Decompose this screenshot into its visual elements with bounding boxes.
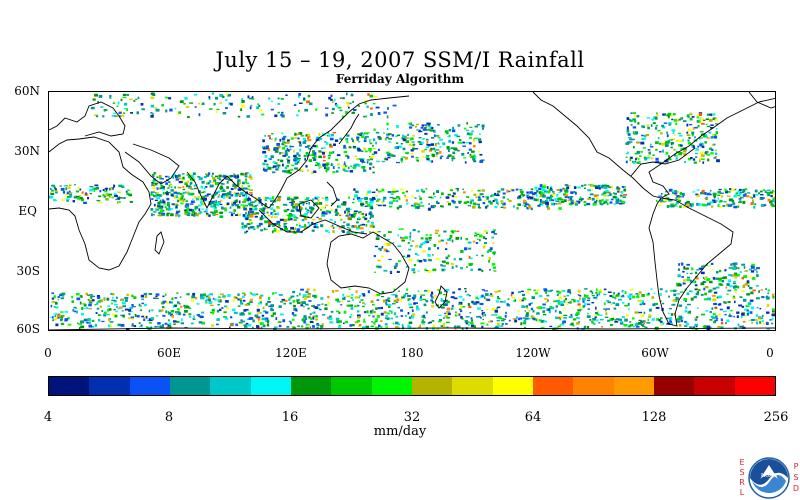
logo-letter-d: D — [792, 484, 800, 493]
indonesia-coastline — [258, 209, 368, 235]
colorbar-tick-256: 256 — [763, 410, 789, 425]
colorbar-swatch-13 — [573, 377, 614, 395]
europe-coastline — [49, 101, 126, 137]
rain-band-maritime-continent — [241, 196, 375, 235]
noaa-emblem-text: NOAA — [761, 473, 777, 479]
logo-letter-r: R — [739, 478, 745, 487]
colorbar-swatch-16 — [694, 377, 735, 395]
rain-band-north-atlantic-storm — [625, 112, 720, 165]
madagascar-coastline — [154, 231, 165, 255]
new-zealand-coastline — [434, 285, 448, 309]
map-subtitle: Ferriday Algorithm — [335, 72, 465, 86]
lat-label-60s: 60S — [16, 322, 41, 336]
colorbar-tick-32: 32 — [403, 410, 421, 425]
lat-label-30s: 30S — [16, 264, 41, 278]
rain-band-itcz-pacific — [352, 188, 569, 211]
rain-band-southern-ocean-2 — [291, 288, 775, 330]
esrl-psd-noaa-logo: E S R L NOAA P S D — [736, 454, 800, 500]
colorbar-swatch-0 — [49, 377, 90, 395]
lon-label-120e: 120E — [275, 346, 307, 360]
rain-band-east-asia-front — [262, 132, 375, 175]
colorbar-swatch-5 — [250, 377, 291, 395]
lon-label-0-west: 0 — [44, 346, 52, 360]
rain-band-southern-ocean-1 — [49, 292, 296, 330]
rain-band-itcz-atlantic — [655, 188, 775, 209]
asia-coastline — [226, 95, 410, 209]
gulf-coastline — [630, 147, 696, 177]
colorbar-swatch-14 — [613, 377, 654, 395]
rain-band-south-atlantic — [675, 262, 760, 291]
rain-band-itcz-east-pacific — [534, 184, 628, 206]
rain-band-spcz — [373, 228, 498, 274]
colorbar-swatch-9 — [411, 377, 453, 395]
map-panel — [48, 91, 776, 331]
colorbar-swatch-15 — [653, 377, 695, 395]
colorbar-units: mm/day — [373, 424, 427, 439]
lon-label-120w: 120W — [515, 346, 551, 360]
lon-label-60e: 60E — [156, 346, 182, 360]
logo-letter-s: S — [739, 468, 745, 477]
arabia-coastline — [124, 143, 180, 185]
lon-label-180: 180 — [400, 346, 424, 360]
logo-letter-s2: S — [793, 473, 799, 482]
colorbar-swatch-11 — [492, 377, 533, 395]
logo-letter-e: E — [739, 458, 745, 467]
greenland-coastline — [748, 92, 775, 109]
lat-label-60n: 60N — [14, 84, 40, 98]
south-america-coastline — [648, 197, 734, 327]
colorbar-swatch-1 — [89, 377, 130, 395]
rain-band-arctic-pacific — [90, 92, 397, 119]
logo-letter-p: P — [793, 462, 799, 471]
colorbar-tick-8: 8 — [164, 410, 174, 425]
rain-band-indian-monsoon — [150, 172, 254, 219]
colorbar-tick-64: 64 — [524, 410, 542, 425]
lon-label-60w: 60W — [641, 346, 669, 360]
noaa-emblem-icon: NOAA — [748, 457, 790, 499]
colorbar-tick-4: 4 — [43, 410, 53, 425]
africa-coastline — [49, 136, 152, 271]
australia-coastline — [326, 231, 410, 295]
colorbar-swatch-7 — [331, 377, 372, 395]
colorbar-swatch-4 — [210, 377, 251, 395]
lat-label-eq: EQ — [18, 204, 37, 218]
rainfall-layer — [49, 92, 775, 330]
logo-letter-l: L — [739, 488, 745, 497]
colorbar-swatch-10 — [452, 377, 493, 395]
colorbar — [48, 376, 776, 396]
japan-coastline — [338, 113, 360, 145]
colorbar-swatch-17 — [734, 377, 775, 395]
rain-band-africa-monsoon — [49, 184, 133, 204]
lon-label-0-east: 0 — [766, 346, 774, 360]
colorbar-tick-128: 128 — [641, 410, 667, 425]
colorbar-swatch-8 — [371, 377, 412, 395]
coastlines — [49, 92, 775, 330]
colorbar-tick-16: 16 — [281, 410, 299, 425]
borneo-coastline — [298, 199, 320, 219]
rain-band-north-pacific-storm — [372, 122, 485, 164]
north-america-coastline — [532, 92, 775, 199]
lat-label-30n: 30N — [14, 144, 40, 158]
colorbar-swatch-2 — [129, 377, 170, 395]
philippines-coastline — [326, 181, 338, 207]
colorbar-swatch-6 — [290, 377, 332, 395]
colorbar-swatch-3 — [169, 377, 211, 395]
colorbar-swatch-12 — [532, 377, 574, 395]
world-map — [49, 92, 775, 330]
antarctica-coastline — [49, 327, 775, 330]
map-title: July 15 – 19, 2007 SSM/I Rainfall — [215, 48, 585, 72]
india-coastline — [186, 171, 228, 210]
